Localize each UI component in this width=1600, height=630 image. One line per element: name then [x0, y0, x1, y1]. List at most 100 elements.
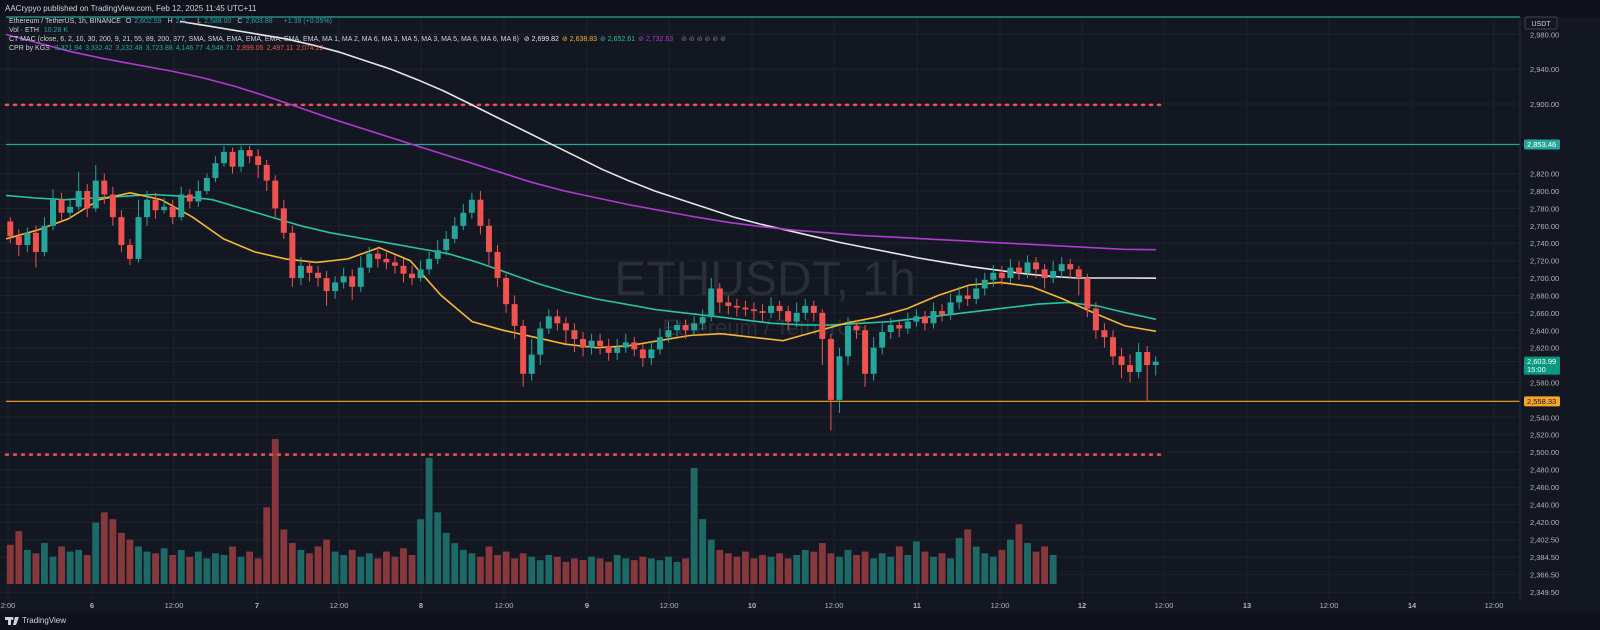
time-tick-label: 12:00 [1155, 601, 1174, 610]
volume-bar [143, 551, 151, 584]
volume-bar [870, 558, 878, 584]
volume-bar [323, 539, 330, 584]
legend-ohlc-h: H 2,6... [168, 18, 195, 25]
tradingview-brand: TradingView [22, 616, 67, 625]
candle-body [691, 323, 698, 331]
volume-bar [135, 546, 142, 584]
candle-body [434, 250, 441, 259]
price-tick-label: 2,740.00 [1530, 239, 1559, 248]
legend-cpr-row[interactable]: CPR by KGS 3,321.94 3,332.42 3,232.48 3,723… [9, 44, 330, 53]
price-tick-label: 2,780.00 [1530, 204, 1559, 213]
candle-body [896, 325, 903, 329]
volume-bar [1024, 543, 1031, 584]
price-tick-label: 2,660.00 [1530, 309, 1559, 318]
volume-bar [912, 541, 920, 584]
candle-body [597, 340, 604, 346]
candle-body [1092, 308, 1099, 331]
candle-body [289, 232, 296, 279]
volume-bar [49, 556, 57, 584]
legend-mac-name: CT MAC (close, 6, 2, 10, 30, 200, 9, 21,… [9, 36, 519, 43]
candle-body [827, 338, 834, 400]
legend-volume-row[interactable]: Vol · ETH 10.28 K [9, 26, 71, 35]
time-axis[interactable]: 2:00 6 12:00 7 12:00 8 12:00 9 12:00 10 12:00 11 12:… [1, 601, 1504, 610]
candle-body [169, 206, 176, 218]
candle-body [802, 305, 809, 313]
candle-body [323, 278, 330, 292]
time-tick-label: 12:00 [825, 601, 844, 610]
volume-bar [451, 543, 459, 584]
legend-symbol-row[interactable]: Ethereum / TetherUS, 1h, BINANCE O 2,602.… [9, 17, 335, 26]
candle-body [409, 273, 416, 279]
ohlc-value: 2,6... [175, 18, 192, 25]
price-tick-label: 2,820.00 [1530, 170, 1559, 179]
volume-bar [468, 553, 476, 584]
ohlc-label: L [197, 18, 202, 25]
tradingview-logo[interactable]: TradingView [5, 612, 66, 630]
volume-bar [853, 555, 860, 584]
volume-bar [793, 555, 801, 584]
volume-bar [750, 558, 758, 584]
watermark-symbol: ETHUSDT, 1h [614, 253, 915, 306]
volume-bar [699, 519, 707, 584]
legend-mac-row[interactable]: CT MAC (close, 6, 2, 10, 30, 200, 9, 21,… [9, 35, 729, 44]
legend-mac-values: ⊘ 2,699.82 ⊘ 2,638.83 ⊘ 2,652.61 ⊘ 2,732.63 [524, 36, 676, 43]
volume-bar [75, 549, 83, 584]
volume-bar [280, 529, 288, 584]
publisher-text: AACrypyo published on TradingView.com, F… [5, 4, 257, 13]
volume-bar [100, 512, 108, 584]
volume-bar [83, 555, 91, 584]
volume-bar [254, 558, 262, 584]
volume-bar [836, 556, 843, 584]
candle-body [1024, 262, 1031, 273]
candle-body [836, 356, 843, 400]
volume-bar [921, 551, 929, 584]
candle-body [1033, 262, 1040, 270]
price-axis[interactable]: 2,980.00 2,940.00 2,900.00 2,853.46 2,820.00… [1530, 30, 1559, 597]
volume-bar [511, 558, 519, 584]
price-label-box [1524, 396, 1560, 407]
volume-bar [117, 532, 125, 584]
volume-bar [92, 522, 100, 584]
price-axis-background [1520, 17, 1600, 600]
price-label-box [1524, 139, 1560, 150]
candle-body [682, 325, 689, 331]
volume-bar [41, 543, 48, 584]
price-tick-label: 2,980.00 [1530, 30, 1559, 39]
candle-body [485, 225, 492, 252]
volume-bar [459, 549, 467, 584]
volume-bar [536, 560, 544, 584]
candle-body [656, 337, 663, 350]
candle-body [186, 194, 193, 202]
currency-button[interactable]: USDT [1524, 16, 1558, 30]
volume-bar [579, 560, 587, 584]
volume-bar [1049, 555, 1057, 584]
price-tick-label: 2,500.00 [1530, 448, 1559, 457]
candle-body [75, 191, 82, 207]
price-tick-label: 2,540.00 [1530, 413, 1559, 422]
time-tick-label: 14 [1408, 601, 1417, 610]
time-tick-label: 13 [1243, 601, 1251, 610]
time-tick-label: 12:00 [991, 601, 1010, 610]
price-chart[interactable]: ETHUSDT, 1h Ethereum / TetherUS 2,980.00… [0, 0, 1600, 612]
price-label-time: 15:00 [1527, 365, 1546, 374]
volume-bar [545, 555, 553, 584]
volume-bar [930, 556, 937, 584]
candle-body [41, 225, 48, 252]
volume-bar [1015, 524, 1023, 584]
candle-body [921, 316, 928, 324]
volume-bar [878, 553, 886, 584]
volume-series [6, 439, 1057, 584]
volume-bar [126, 539, 134, 584]
candle-body [135, 217, 142, 259]
price-tick-label: 2,460.00 [1530, 483, 1559, 492]
price-tick-label: 2,700.00 [1530, 274, 1559, 283]
volume-bar [382, 551, 390, 584]
volume-bar [989, 556, 997, 584]
legend-change: +1.39 (+0.05%) [283, 18, 332, 25]
legend-ohlc: O 2,602.59 H 2,6... L 2,588.00 C 2,603.88 [126, 18, 279, 25]
candle-body [443, 238, 450, 251]
candle-body [374, 253, 381, 259]
legend-volume-name: Vol · ETH [9, 27, 39, 34]
price-tick-label: 2,480.00 [1530, 466, 1559, 475]
cpr-value: 3,232.48 [115, 45, 143, 52]
